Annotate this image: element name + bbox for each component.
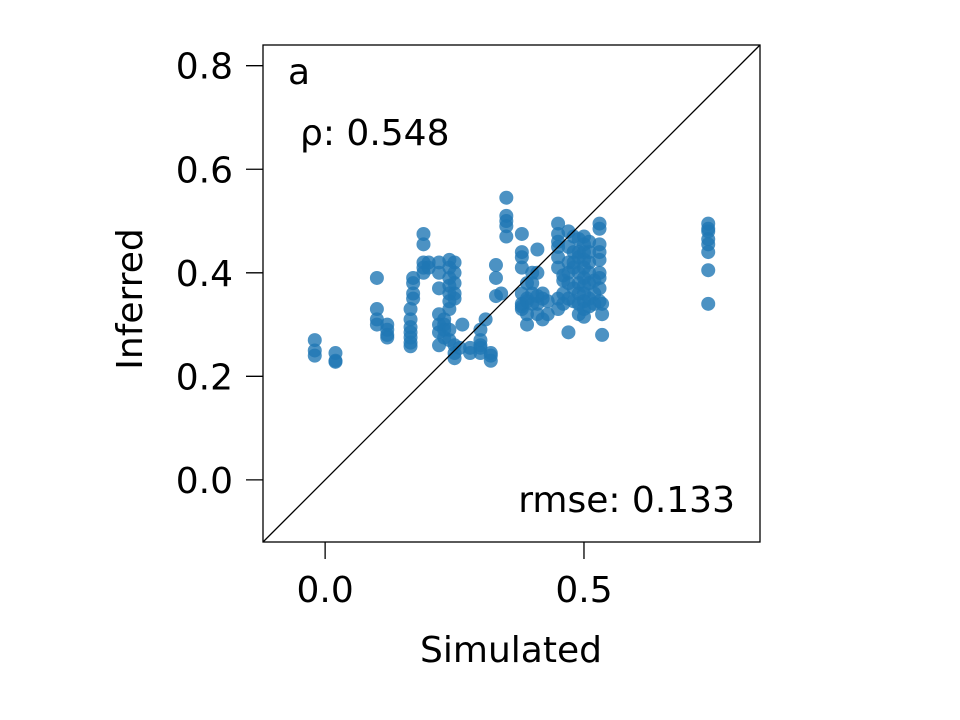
data-point xyxy=(592,270,607,285)
y-tick-label: 0.4 xyxy=(176,254,233,295)
data-point xyxy=(442,322,457,337)
data-point xyxy=(514,260,529,275)
data-point xyxy=(463,346,478,361)
data-point xyxy=(488,258,503,273)
data-point xyxy=(307,333,322,348)
data-point xyxy=(488,270,503,285)
data-point xyxy=(551,216,566,231)
data-point xyxy=(369,302,384,317)
data-point xyxy=(307,348,322,363)
data-point xyxy=(442,302,457,317)
data-point xyxy=(701,296,716,311)
data-point xyxy=(447,291,462,306)
data-point xyxy=(416,226,431,241)
y-tick-label: 0.0 xyxy=(176,461,233,502)
data-point xyxy=(406,276,421,291)
y-tick-label: 0.2 xyxy=(176,357,233,398)
data-point xyxy=(455,317,470,332)
y-tick-label: 0.6 xyxy=(176,150,233,191)
data-point xyxy=(380,330,395,345)
data-point xyxy=(447,276,462,291)
data-point xyxy=(595,327,610,342)
data-point xyxy=(592,281,607,296)
data-point xyxy=(530,242,545,257)
data-point xyxy=(499,219,514,234)
x-tick-label: 0.0 xyxy=(296,570,353,611)
data-point xyxy=(483,353,498,368)
data-point xyxy=(520,307,535,322)
data-point xyxy=(514,250,529,265)
data-point xyxy=(701,263,716,278)
y-tick-label: 0.8 xyxy=(176,47,233,88)
data-point xyxy=(499,190,514,205)
data-point xyxy=(551,250,566,265)
data-point xyxy=(520,317,535,332)
data-point xyxy=(452,340,467,355)
data-point xyxy=(406,291,421,306)
data-point xyxy=(499,229,514,244)
rho-annotation: ρ: 0.548 xyxy=(300,113,449,154)
data-point xyxy=(592,221,607,236)
data-point xyxy=(369,270,384,285)
data-point xyxy=(540,307,555,322)
panel-label: a xyxy=(288,52,310,93)
y-axis-label: Inferred xyxy=(110,228,151,369)
data-point xyxy=(416,237,431,252)
y-axis: 0.0 0.2 0.4 0.6 0.8 xyxy=(176,47,263,502)
data-point xyxy=(447,265,462,280)
x-axis: 0.0 0.5 xyxy=(296,542,613,611)
data-point xyxy=(514,226,529,241)
identity-line xyxy=(262,44,761,543)
data-point xyxy=(582,245,597,260)
rmse-annotation: rmse: 0.133 xyxy=(518,480,735,521)
data-point xyxy=(701,245,716,260)
data-point xyxy=(421,260,436,275)
data-point xyxy=(530,265,545,280)
data-point xyxy=(595,307,610,322)
plot-frame xyxy=(262,44,761,543)
x-tick-label: 0.5 xyxy=(555,570,612,611)
data-point xyxy=(369,317,384,332)
data-point xyxy=(561,325,576,340)
data-point xyxy=(595,296,610,311)
data-point xyxy=(473,322,488,337)
data-point xyxy=(494,286,509,301)
data-point xyxy=(525,276,540,291)
data-point xyxy=(403,339,418,354)
data-point xyxy=(328,354,343,369)
x-axis-label: Simulated xyxy=(420,630,602,671)
data-point xyxy=(447,255,462,270)
points-layer xyxy=(307,190,716,369)
data-point xyxy=(432,265,447,280)
data-point xyxy=(592,252,607,267)
data-point xyxy=(576,309,591,324)
